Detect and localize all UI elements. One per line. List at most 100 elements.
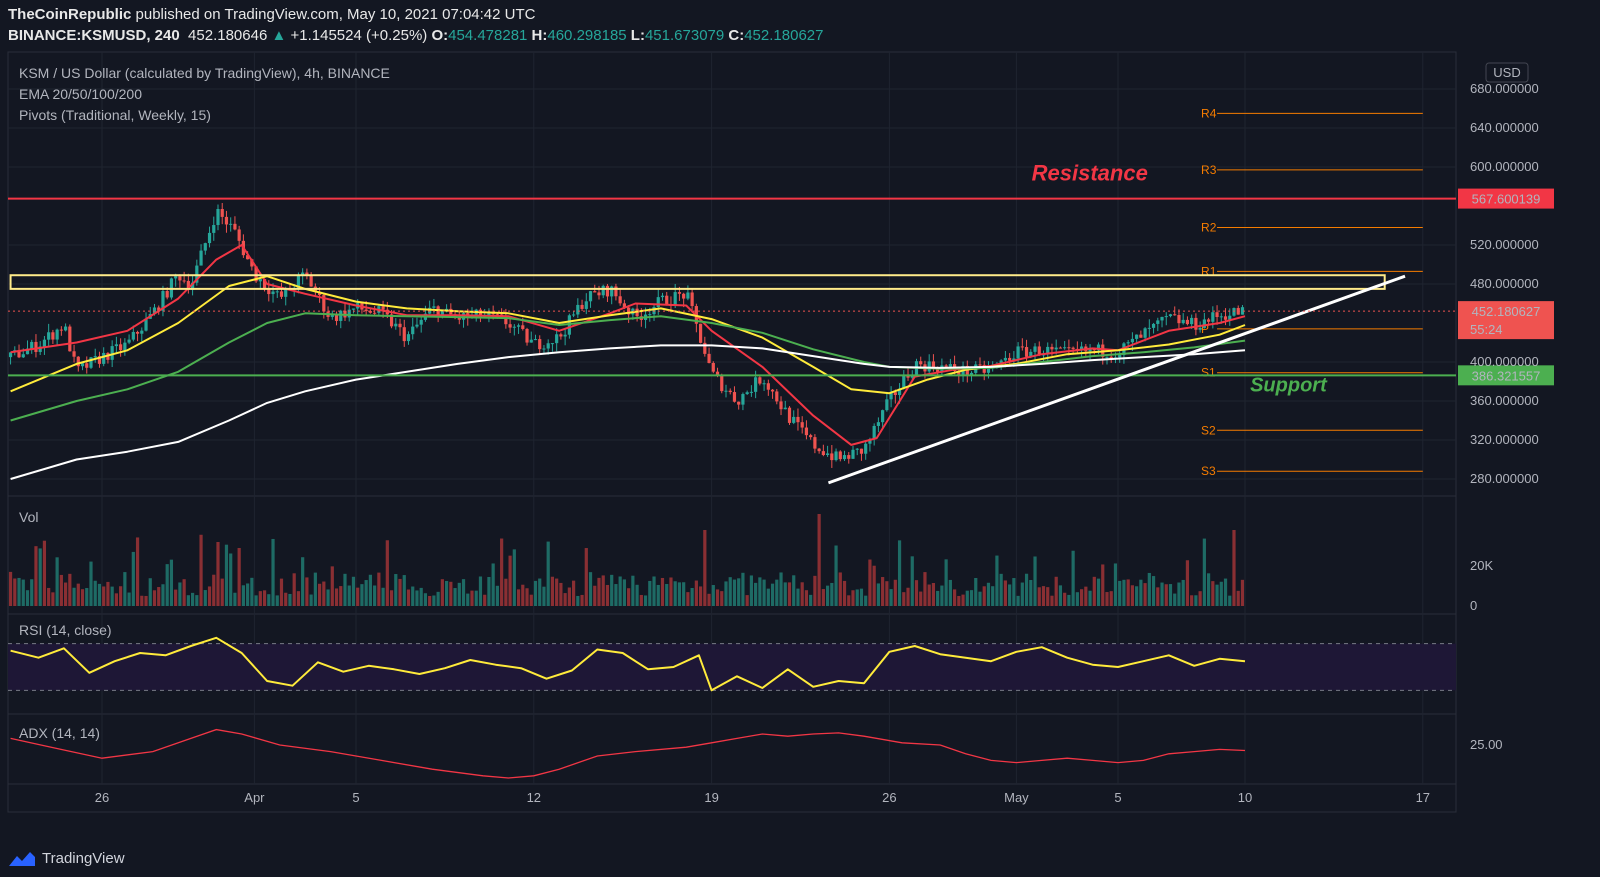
volume-bar [364,580,368,606]
volume-bar [944,559,948,606]
volume-bar [533,580,538,606]
candle-body [1079,346,1084,351]
candle-body [889,392,893,400]
candle-body [720,375,724,392]
volume-bar [618,576,622,606]
volume-bar [652,576,656,606]
volume-bar [885,581,889,606]
chart-frame [7,51,1457,813]
candle-body [51,332,55,340]
volume-bar [576,595,580,606]
volume-legend[interactable]: Vol [19,509,38,525]
volume-bar [969,590,974,606]
volume-bar [178,582,182,606]
candle-body [368,311,372,313]
candle-body [102,352,106,364]
volume-bar [622,579,626,606]
currency-button[interactable] [1485,62,1529,83]
candle-body [652,307,656,315]
publisher-name[interactable]: TheCoinRepublic [8,6,132,23]
volume-bar [1206,573,1211,606]
volume-bar [538,578,542,606]
volume-bar [635,584,639,606]
volume-bar [25,590,30,606]
candle-body [1020,346,1024,348]
time-tick-label: 5 [352,790,359,805]
candle-body [495,314,499,316]
volume-bar [940,585,944,606]
volume-bar [779,572,783,606]
volume-bar [762,579,766,606]
candle-body [936,368,940,373]
candle-body [648,314,652,316]
adx-legend[interactable]: ADX (14, 14) [19,725,100,741]
candle-body [127,339,131,343]
volume-bar [199,534,203,606]
volume-bar [21,579,25,606]
candle-body [1024,347,1029,357]
candle-body [601,285,605,296]
candle-body [859,448,864,454]
volume-bar [919,591,923,606]
chart-title[interactable]: KSM / US Dollar (calculated by TradingVi… [19,65,390,81]
candle-body [190,282,195,290]
candle-body [21,354,25,358]
volume-bar [783,582,787,606]
volume-bar [1050,595,1054,606]
volume-bar [1037,587,1041,606]
price-tick-label: 360.000000 [1470,393,1539,408]
volume-bar [639,594,643,606]
volume-bar [855,589,859,606]
candle-body [605,285,610,297]
volume-bar [419,587,423,606]
candle-body [34,341,38,352]
candle-body [999,360,1003,364]
candle-body [1198,327,1202,330]
candle-body [478,309,483,318]
volume-bar [1185,560,1190,606]
price-tick-label: 480.000000 [1470,276,1539,291]
volume-bar [220,578,224,606]
volume-bar [1219,581,1223,606]
volume-bar [559,582,563,606]
candle-body [576,304,580,315]
volume-bar [1130,585,1134,606]
volume-bar [169,559,174,606]
candle-body [419,319,423,325]
volume-bar [1016,595,1020,606]
volume-bar [931,582,936,606]
volume-bar [271,538,275,606]
volume-bar [961,594,965,606]
volume-bar [813,575,817,606]
grid-lines [8,52,1456,784]
volume-bar [186,595,190,606]
volume-bar [423,593,428,606]
volume-bar [796,588,800,606]
volume-bar [825,585,830,606]
volume-bar [711,585,715,606]
ema-legend[interactable]: EMA 20/50/100/200 [19,86,142,102]
volume-bar [999,573,1003,606]
adx-tick-label: 25.00 [1470,737,1503,752]
candle-body [538,339,542,350]
volume-bar [902,592,906,606]
symbol-label[interactable]: BINANCE:KSMUSD, 240 [8,27,180,44]
candle-body [394,323,398,327]
pivots-legend[interactable]: Pivots (Traditional, Weekly, 15) [19,107,211,123]
candle-body [580,304,584,309]
volume-bar [351,576,356,606]
volume-bar [643,595,648,606]
candle-body [584,301,588,309]
volume-bar [698,586,703,606]
volume-bar [851,590,855,606]
volume-bar [521,584,525,606]
candle-body [555,334,559,344]
rsi-legend[interactable]: RSI (14, close) [19,622,112,638]
volume-bar [80,589,85,606]
candle-body [1135,334,1139,339]
candle-body [724,390,728,392]
candle-body [944,365,948,367]
tradingview-brand[interactable]: TradingView [8,850,125,867]
volume-bar [707,593,711,606]
